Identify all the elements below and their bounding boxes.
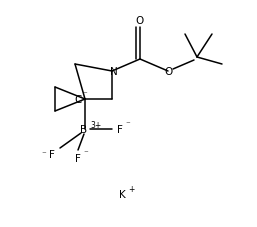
Text: C: C xyxy=(74,95,82,105)
Text: ⁻: ⁻ xyxy=(125,120,130,129)
Text: ⁻: ⁻ xyxy=(82,90,87,99)
Text: F: F xyxy=(75,153,81,163)
Text: O: O xyxy=(165,67,173,77)
Text: O: O xyxy=(136,16,144,26)
Text: +: + xyxy=(128,185,134,194)
Text: F: F xyxy=(117,124,123,134)
Text: K: K xyxy=(119,189,125,199)
Text: ⁻: ⁻ xyxy=(41,150,46,159)
Text: ⁻: ⁻ xyxy=(83,149,88,158)
Text: B: B xyxy=(80,124,88,134)
Text: F: F xyxy=(49,149,55,159)
Text: 3+: 3+ xyxy=(90,120,101,129)
Text: N: N xyxy=(110,67,118,77)
